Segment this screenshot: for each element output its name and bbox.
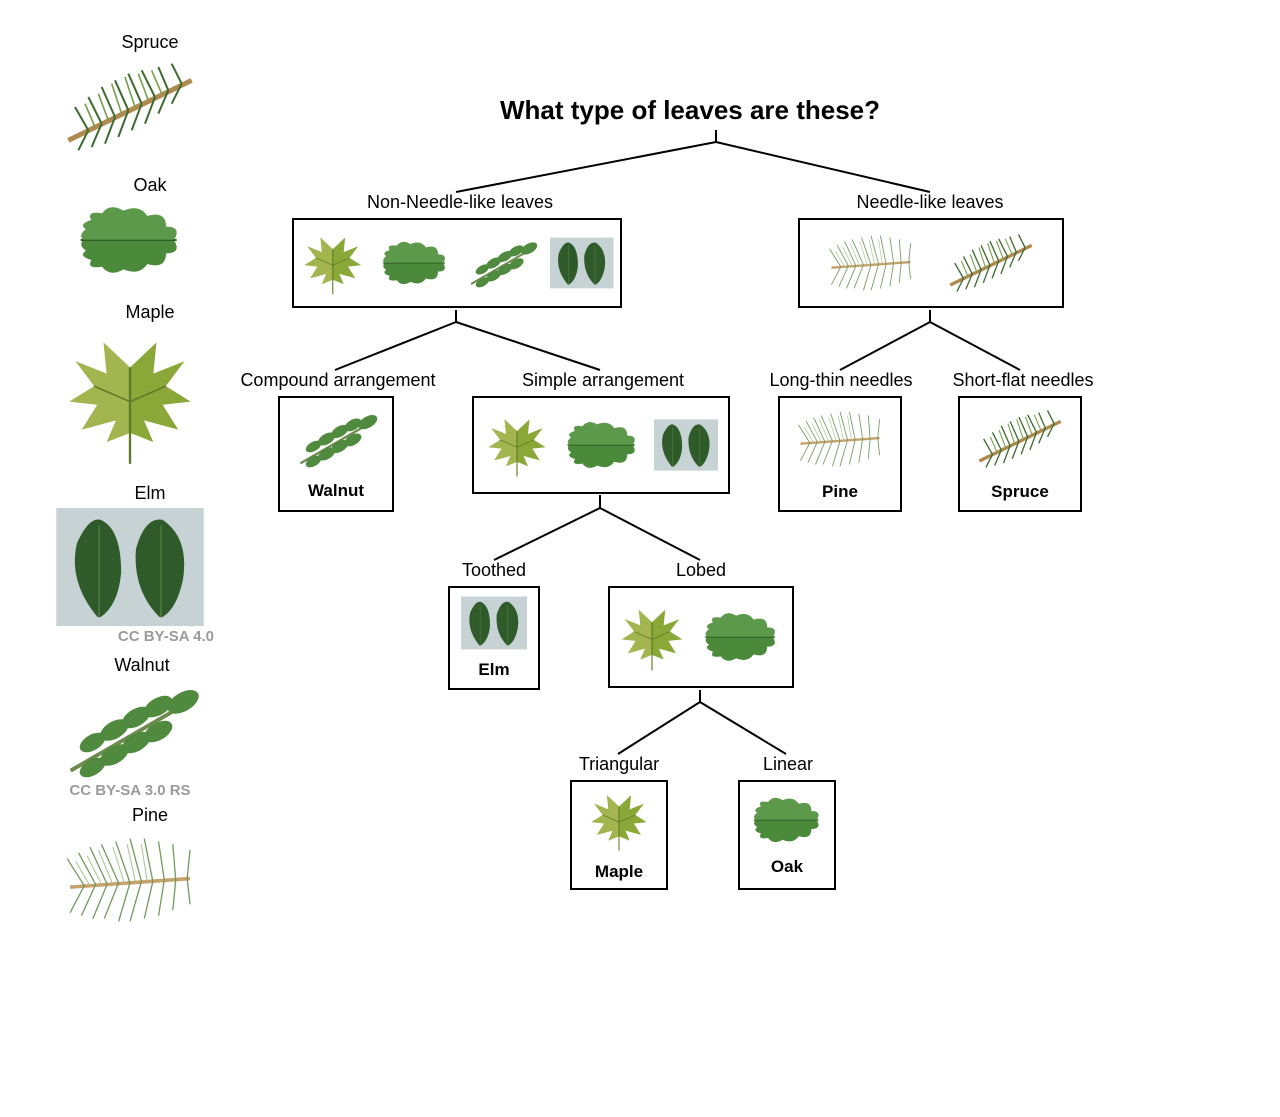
node-box-toothed: Elm <box>448 586 540 690</box>
result-walnut: Walnut <box>308 481 364 501</box>
node-label-lobed: Lobed <box>666 560 736 581</box>
maple-icon <box>617 599 687 675</box>
legend-cc-walnut: CC BY-SA 3.0 RS <box>40 782 220 799</box>
oak-icon <box>746 793 828 847</box>
node-box-shortflat: Spruce <box>958 396 1082 512</box>
legend-label-maple: Maple <box>80 302 220 323</box>
legend-cc-elm: CC BY-SA 4.0 <box>40 628 214 645</box>
elm-icon <box>461 596 527 650</box>
oak-icon <box>697 608 785 666</box>
node-box-longthin: Pine <box>778 396 902 512</box>
result-maple: Maple <box>595 862 643 882</box>
elm-icon <box>55 508 205 626</box>
node-label-toothed: Toothed <box>454 560 534 581</box>
legend: Spruce Oak Maple Elm CC BY-SA 4.0 Walnut… <box>40 32 220 930</box>
node-label-needle: Needle-like leaves <box>840 192 1020 213</box>
legend-label-oak: Oak <box>80 175 220 196</box>
node-label-simple: Simple arrangement <box>518 370 688 391</box>
maple-icon <box>586 788 652 852</box>
spruce-icon <box>50 57 210 157</box>
elm-icon <box>550 237 614 289</box>
spruce-icon <box>968 406 1072 472</box>
node-label-longthin: Long-thin needles <box>766 370 916 391</box>
node-box-triangular: Maple <box>570 780 668 890</box>
legend-label-elm: Elm <box>80 483 220 504</box>
pine-icon <box>50 830 210 930</box>
result-oak: Oak <box>771 857 803 877</box>
spruce-icon <box>936 230 1046 296</box>
node-box-linear: Oak <box>738 780 836 890</box>
elm-icon <box>654 418 718 472</box>
maple-icon <box>55 327 205 467</box>
walnut-icon <box>55 680 205 780</box>
node-box-needle <box>798 218 1064 308</box>
node-label-shortflat: Short-flat needles <box>948 370 1098 391</box>
walnut-icon <box>291 407 381 471</box>
node-label-non-needle: Non-Needle-like leaves <box>360 192 560 213</box>
legend-label-spruce: Spruce <box>80 32 220 53</box>
pine-icon <box>787 406 893 472</box>
result-spruce: Spruce <box>991 482 1049 502</box>
node-label-triangular: Triangular <box>572 754 666 775</box>
oak-icon <box>376 237 453 289</box>
pine-icon <box>816 230 926 296</box>
node-label-compound: Compound arrangement <box>238 370 438 391</box>
result-elm: Elm <box>478 660 509 680</box>
node-box-non-needle <box>292 218 622 308</box>
maple-icon <box>484 409 550 481</box>
result-pine: Pine <box>822 482 858 502</box>
node-label-linear: Linear <box>758 754 818 775</box>
oak-icon <box>55 200 205 280</box>
legend-label-walnut: Walnut <box>64 655 220 676</box>
walnut-icon <box>463 235 540 291</box>
oak-icon <box>560 417 644 473</box>
node-box-simple <box>472 396 730 494</box>
legend-label-pine: Pine <box>80 805 220 826</box>
maple-icon <box>300 228 366 298</box>
node-box-compound: Walnut <box>278 396 394 512</box>
node-box-lobed <box>608 586 794 688</box>
diagram-title: What type of leaves are these? <box>500 95 880 126</box>
